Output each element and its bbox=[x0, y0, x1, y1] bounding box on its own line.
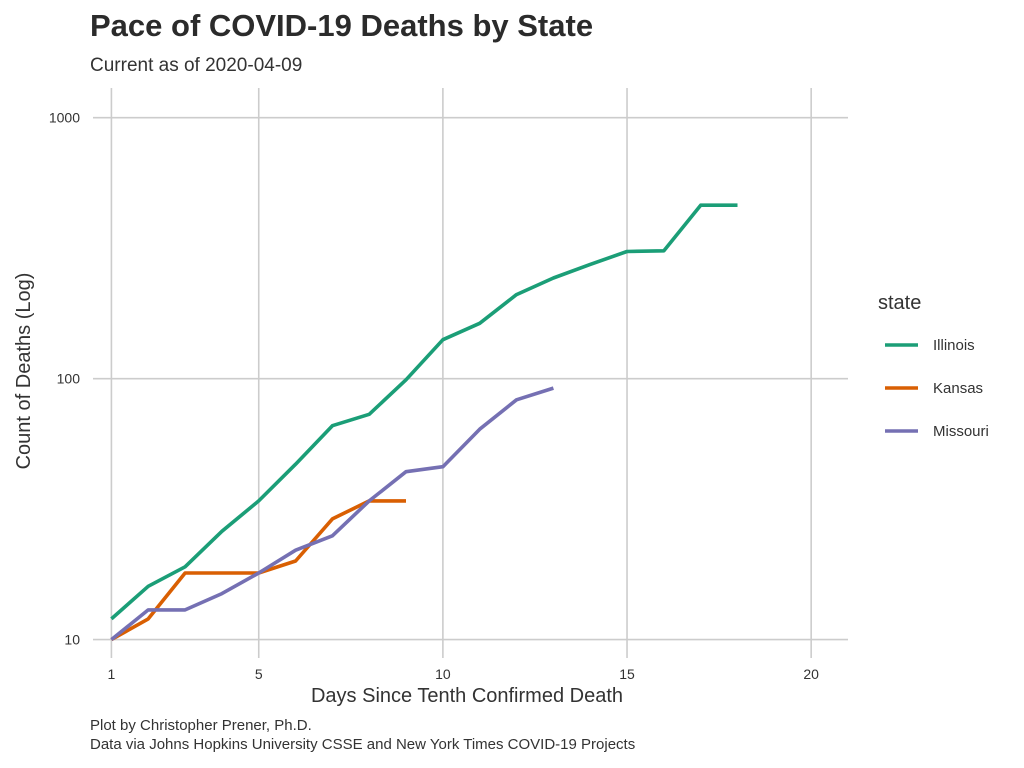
x-tick-label: 5 bbox=[255, 666, 263, 682]
y-tick-label: 1000 bbox=[49, 110, 80, 126]
chart-title: Pace of COVID-19 Deaths by State bbox=[90, 8, 594, 43]
legend: state Illinois Kansas Missouri bbox=[878, 292, 989, 440]
x-axis-ticks: 1 5 10 15 20 bbox=[108, 666, 820, 682]
x-tick-label: 20 bbox=[803, 666, 819, 682]
legend-label-illinois: Illinois bbox=[933, 337, 975, 354]
y-tick-label: 10 bbox=[64, 632, 80, 648]
x-axis-title: Days Since Tenth Confirmed Death bbox=[311, 685, 623, 707]
legend-label-kansas: Kansas bbox=[933, 380, 983, 397]
grid-lines bbox=[93, 88, 848, 658]
caption-author: Plot by Christopher Prener, Ph.D. bbox=[90, 717, 312, 734]
chart-subtitle: Current as of 2020-04-09 bbox=[90, 55, 303, 76]
caption: Plot by Christopher Prener, Ph.D. Data v… bbox=[90, 716, 635, 754]
caption-source: Data via Johns Hopkins University CSSE a… bbox=[90, 736, 636, 753]
y-tick-label: 100 bbox=[57, 371, 81, 387]
series-lines bbox=[110, 203, 738, 642]
x-tick-label: 15 bbox=[619, 666, 635, 682]
y-axis-ticks: 10 100 1000 bbox=[49, 110, 80, 648]
x-tick-label: 10 bbox=[435, 666, 451, 682]
x-tick-label: 1 bbox=[108, 666, 116, 682]
y-axis-title: Count of Deaths (Log) bbox=[13, 273, 35, 470]
legend-label-missouri: Missouri bbox=[933, 423, 989, 440]
series-line-missouri bbox=[110, 386, 554, 642]
series-line-illinois bbox=[110, 203, 738, 621]
legend-title: state bbox=[878, 292, 921, 314]
